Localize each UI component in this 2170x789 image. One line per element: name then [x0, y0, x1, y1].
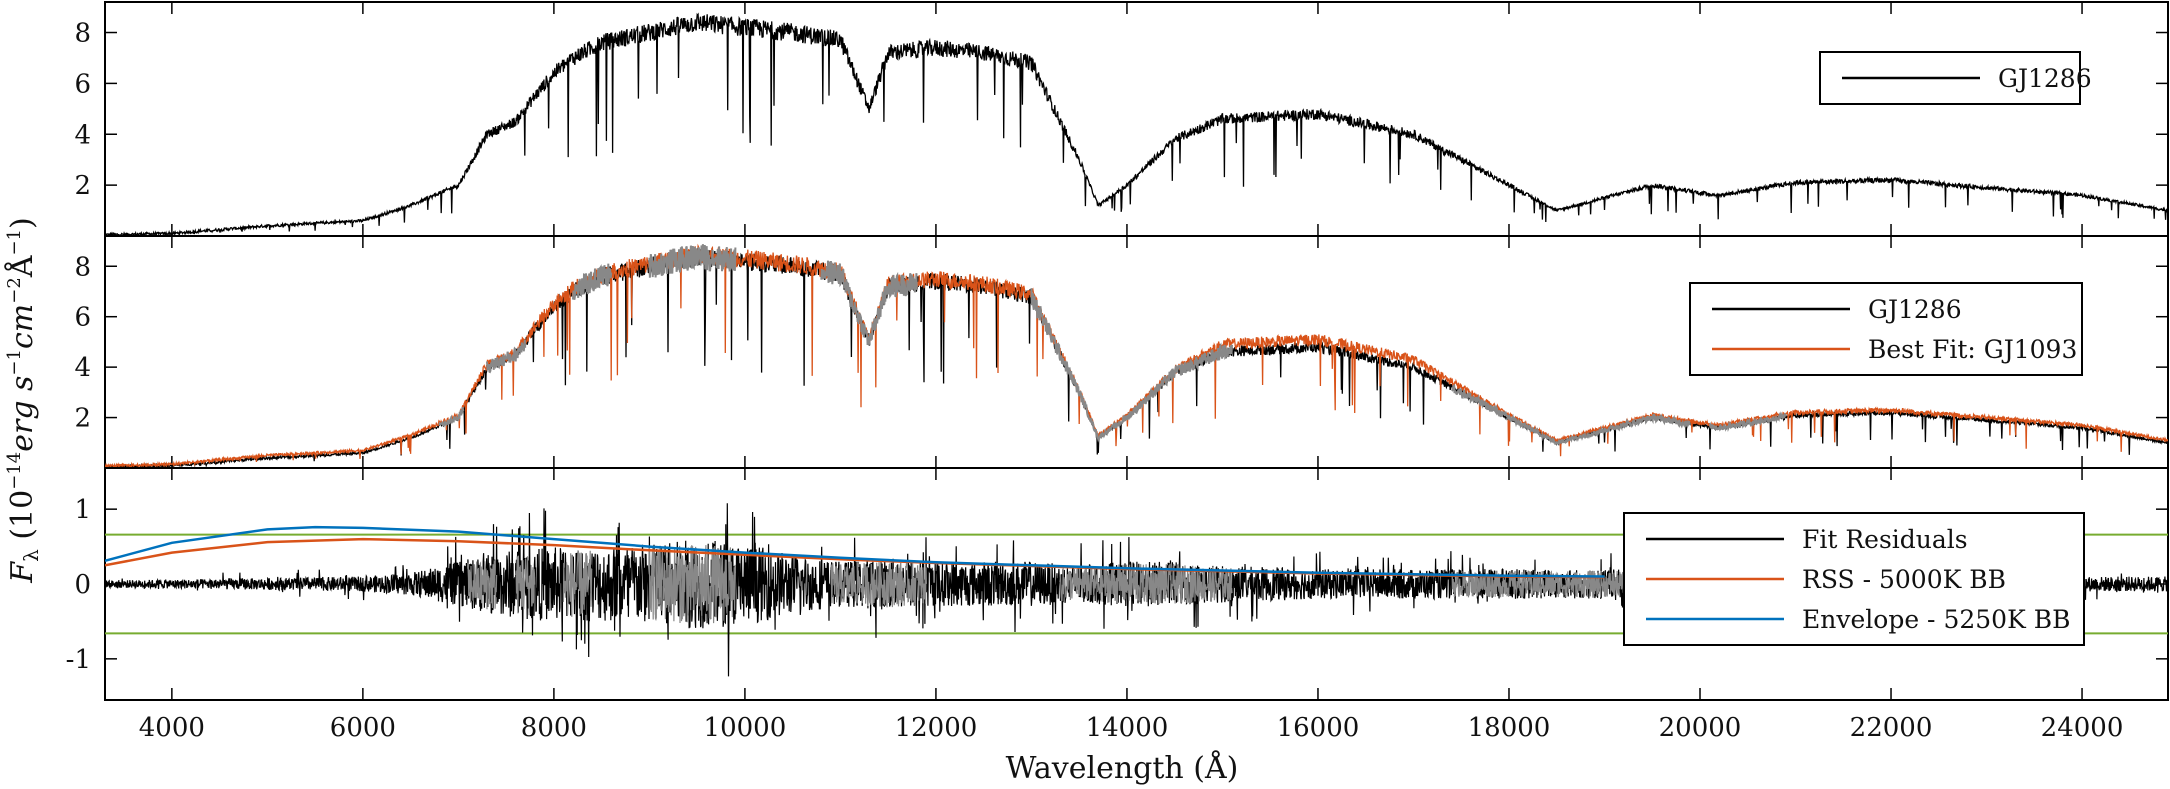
y-tick-label: 2	[74, 404, 91, 434]
series-masked-region	[1708, 411, 1787, 433]
legend-entry: Best Fit: GJ1093	[1868, 335, 2077, 364]
panel-frame	[104, 1, 2169, 237]
series-masked-region	[1030, 288, 1233, 443]
series-masked-region	[486, 339, 527, 374]
legend-entry: GJ1286	[1998, 64, 2092, 93]
y-axis-label: Fλ (10−14erg s−1cm−2Å−1)	[4, 217, 43, 583]
y-tick-label: 6	[74, 69, 91, 99]
y-tick-label: 1	[74, 495, 91, 525]
series-masked-region	[438, 406, 465, 428]
y-tick-label: -1	[66, 645, 91, 675]
y-tick-label: 8	[74, 252, 91, 282]
series-masked-region	[1451, 384, 1692, 446]
y-tick-label: 4	[74, 353, 91, 383]
legend-box	[1689, 282, 2083, 376]
x-tick-label: 18000	[1468, 713, 1551, 743]
x-tick-label: 10000	[704, 713, 787, 743]
series-residuals-masked	[515, 555, 536, 616]
legend-entry: RSS - 5000K BB	[1802, 565, 2006, 594]
panel-top: 2 4 6 8 GJ1286	[74, 1, 2169, 237]
x-tick-label: 16000	[1277, 713, 1360, 743]
series-masked-region	[572, 263, 613, 300]
legend: Fit Residuals RSS - 5000K BB Envelope - 52…	[1623, 512, 2085, 646]
series-gj1286	[105, 12, 2168, 236]
series-residuals-masked	[467, 560, 498, 610]
x-tick-label: 4000	[139, 713, 205, 743]
plot-area	[105, 12, 2168, 236]
y-tick-label: 0	[74, 570, 91, 600]
panel-middle: 2 4 6 8 GJ1286 Best Fit: GJ1093	[74, 235, 2169, 469]
plot-area	[105, 243, 2168, 468]
series-residuals-masked	[648, 545, 736, 624]
legend: GJ1286 Best Fit: GJ1093	[1689, 282, 2083, 376]
y-tick-label: 8	[74, 19, 91, 49]
series-residuals-masked	[1059, 563, 1233, 605]
legend: GJ1286	[1819, 51, 2092, 105]
series-masked-region	[648, 244, 737, 278]
x-tick-label: 12000	[895, 713, 978, 743]
legend-entry: Envelope - 5250K BB	[1802, 605, 2070, 634]
series-residuals-masked	[562, 550, 593, 617]
x-tick-label: 22000	[1850, 713, 1933, 743]
x-tick-label: 24000	[2041, 713, 2124, 743]
series-envelope-5250k-bb	[105, 525, 1605, 578]
legend-entry: Fit Residuals	[1802, 525, 1968, 554]
x-tick-label: 20000	[1659, 713, 1742, 743]
y-tick-label: 2	[74, 171, 91, 201]
legend-entry: GJ1286	[1868, 295, 1962, 324]
plot-root: 2 4 6 8 GJ1286 2 4 6 8 GJ1286 Best Fit: GJ1093 -1 0 1…	[66, 1, 2169, 743]
series-residuals-masked	[830, 561, 927, 608]
y-tick-label: 4	[74, 120, 91, 150]
x-tick-label: 14000	[1086, 713, 1169, 743]
y-tick-label: 6	[74, 303, 91, 333]
x-tick-label: 6000	[330, 713, 396, 743]
series-masked-region	[820, 260, 918, 346]
x-axis-label: Wavelength (Å)	[1006, 750, 1239, 786]
x-tick-label: 8000	[521, 713, 587, 743]
